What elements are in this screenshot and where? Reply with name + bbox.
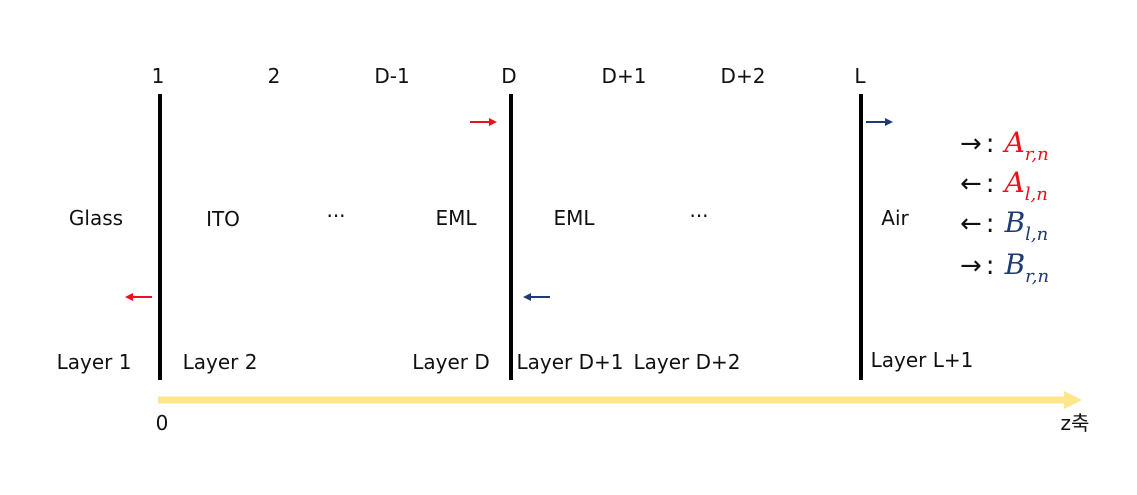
legend-subscript: r,n	[1024, 144, 1049, 165]
legend-colon: :	[985, 251, 995, 281]
interface-label-d-plus-1: D+1	[601, 64, 647, 88]
legend-row-a-r-n: →: Ar,n	[960, 126, 1049, 166]
interface-label-d-minus-1: D-1	[374, 64, 410, 88]
interface-label-1: 1	[151, 64, 165, 88]
legend-symbol: B	[1004, 206, 1026, 239]
material-eml-left: EML	[435, 206, 477, 230]
interface-label-d-plus-2: D+2	[720, 64, 766, 88]
material-glass: Glass	[68, 206, 124, 230]
right-arrow-icon: →	[960, 129, 982, 159]
legend-symbol: A	[1004, 166, 1025, 199]
interface-label-l: L	[854, 64, 866, 88]
interface-line-d	[509, 94, 513, 380]
layer-label-d-plus-1: Layer D+1	[516, 350, 624, 374]
legend-row-a-l-n: ←: Al,n	[960, 166, 1048, 206]
interface-label-2: 2	[267, 64, 281, 88]
layer-label-d-plus-2: Layer D+2	[633, 350, 741, 374]
layer-label-l-plus-1: Layer L+1	[870, 348, 974, 372]
right-arrow-icon: →	[960, 251, 982, 281]
legend-colon: :	[985, 129, 995, 159]
interface-label-d: D	[501, 64, 517, 88]
left-arrow-icon: ←	[960, 209, 982, 239]
legend-row-b-l-n: ←: Bl,n	[960, 206, 1049, 246]
legend-colon: :	[985, 169, 995, 199]
z-axis-arrowhead	[1064, 391, 1082, 409]
ellipsis-right: ···	[689, 204, 709, 228]
layer-label-d: Layer D	[412, 350, 490, 374]
layer-label-1: Layer 1	[56, 350, 132, 374]
legend-colon: :	[985, 209, 995, 239]
interface-line-l	[859, 94, 863, 380]
legend-subscript: r,n	[1025, 266, 1050, 287]
axis-origin-label: 0	[155, 411, 169, 435]
legend-subscript: l,n	[1024, 184, 1048, 205]
material-eml-right: EML	[553, 206, 595, 230]
legend-symbol: A	[1004, 126, 1025, 159]
interface-line-1	[158, 94, 162, 380]
layer-label-2: Layer 2	[182, 350, 258, 374]
legend-symbol: B	[1004, 248, 1026, 281]
legend-row-b-r-n: →: Br,n	[960, 248, 1050, 288]
z-axis	[158, 391, 1082, 409]
ellipsis-left: ···	[326, 204, 346, 228]
material-air: Air	[881, 206, 909, 230]
legend-subscript: l,n	[1025, 224, 1049, 245]
material-ito: ITO	[206, 207, 240, 231]
left-arrow-icon: ←	[960, 169, 982, 199]
z-axis-label: z축	[1060, 411, 1090, 435]
